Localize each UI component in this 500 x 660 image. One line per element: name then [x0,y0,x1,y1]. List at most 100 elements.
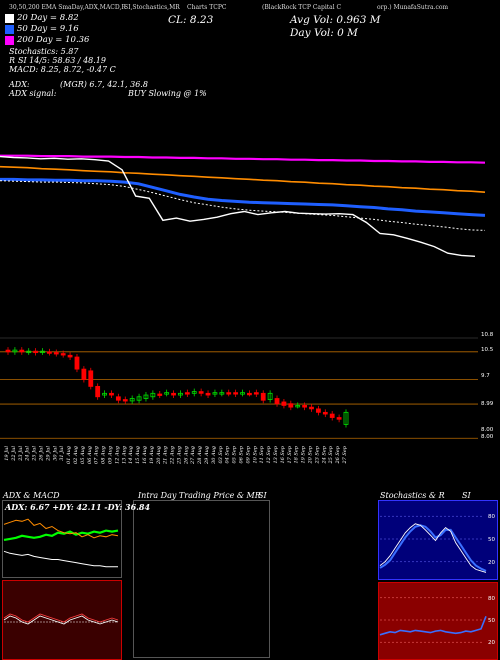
candle-body [81,368,87,380]
candle-body [205,392,211,396]
price-line [0,155,476,257]
candle-body [191,391,197,394]
x-tick-label: 24 Sep [321,445,327,464]
adx-label: ADX: [9,80,30,89]
x-tick-label: 29 Aug [204,446,210,465]
adx-macd-title: ADX & MACD [3,491,60,500]
close-price: CL: 8.23 [168,14,214,26]
legend-ema20: 20 Day = 8.82 [17,13,79,23]
x-tick-label: 29 Jul [45,446,51,462]
stoch-signal-line [379,524,487,572]
candle-body [281,401,287,406]
candle-body [267,392,273,400]
x-tick-label: 17 Sep [287,445,293,463]
adx-panel [2,500,122,578]
macd-signal-line [3,613,119,623]
candle-body [178,392,183,396]
candle-body [60,353,66,356]
x-tick-label: 15 Aug [135,446,141,464]
x-tick-label: 27 Aug [190,446,196,465]
x-tick-label: 11 Sep [259,445,265,463]
candle-body [53,352,59,355]
x-tick-label: 30 Jul [52,446,58,461]
ema20-swatch [5,14,14,23]
x-tick-label: 03 Sep [218,445,224,463]
candle-body [150,392,156,398]
candle-body [67,354,73,358]
x-tick-label: 05 Aug [80,446,86,464]
x-tick-label: 22 Aug [170,446,176,465]
x-tick-label: 30 Aug [211,446,217,464]
stoch-y-tick: 80 [488,514,495,520]
ema50-line [0,177,486,217]
x-tick-label: 14 Aug [128,446,134,464]
x-tick-label: 16 Aug [142,446,148,464]
candle-body [12,349,18,353]
candle-body [198,391,204,394]
candle-body [288,403,294,408]
avg-volume: Avg Vol: 0.963 M [290,14,381,26]
intraday-title: Intra Day Trading Price & MR [138,491,261,500]
x-tick-label: 19 Aug [149,446,155,464]
candle-body [309,406,314,410]
candle-body [102,392,107,396]
candle-body [19,349,25,353]
stoch-title: Stochastics & R [380,491,445,500]
x-tick-label: 12 Aug [114,446,120,464]
candle-body [322,411,328,415]
candle-body [336,417,342,420]
candle-body [136,396,142,401]
intraday-panel [133,500,270,658]
x-tick-label: 04 Sep [225,445,231,463]
macd-line [3,615,119,625]
candle-body [253,392,259,395]
y-tick-label: 8.00 [481,427,494,433]
candle-body [260,392,266,401]
candle-body [212,392,218,395]
chart-title: 30,50,200 EMA SmaDay,ADX,MACD,R [9,4,126,11]
candle-body [329,413,335,418]
stoch-si-title: SI [462,491,471,500]
ema200-swatch [5,36,14,45]
mgr-value: (MGR) 6.7, 42.1, 36.8 [60,80,148,89]
candle-body [247,392,252,396]
x-tick-label: 26 Sep [335,445,341,464]
x-tick-label: 22 Jul [11,446,17,462]
candle-body [122,399,128,402]
x-tick-label: 23 Aug [176,446,182,465]
candle-body [95,386,101,398]
candle-body [88,370,94,387]
x-tick-label: 08 Aug [101,446,107,464]
x-tick-label: 26 Jul [38,446,44,462]
macd-value: MACD: 8.25, 8.72, -0.47 C [9,65,116,74]
y-tick-label: 8.99 [481,401,494,407]
candle-body [184,392,190,395]
candle-body [109,392,114,396]
candle-body [164,392,170,395]
candle-body [74,356,80,370]
x-tick-label: 13 Aug [121,446,127,464]
chart-title-symbol: Charts TCPC [187,4,227,11]
ema20-line [0,180,486,231]
x-tick-label: 26 Aug [183,446,189,465]
ema-orange-line [0,165,486,193]
candle-body [171,392,176,396]
r-label: R [9,56,16,65]
stoch-line [379,523,487,573]
ema200-line [0,154,486,164]
candle-body [46,351,52,354]
x-tick-label: 07 Aug [94,446,100,464]
y-tick-label: 8.00 [481,434,494,440]
x-tick-label: 05 Sep [232,445,238,463]
y-tick-label: 10.8 [481,332,494,338]
candle-body [40,350,45,354]
adx-signal-label: ADX signal: [9,89,57,98]
x-tick-label: 31 Jul [59,446,65,461]
x-tick-label: 23 Jul [18,446,24,462]
candle-body [115,396,121,401]
candle-body [157,393,163,396]
x-tick-label: 06 Sep [239,445,245,463]
candle-body [295,405,301,408]
y-tick-label: 10.5 [481,347,494,353]
candle-body [316,408,321,413]
